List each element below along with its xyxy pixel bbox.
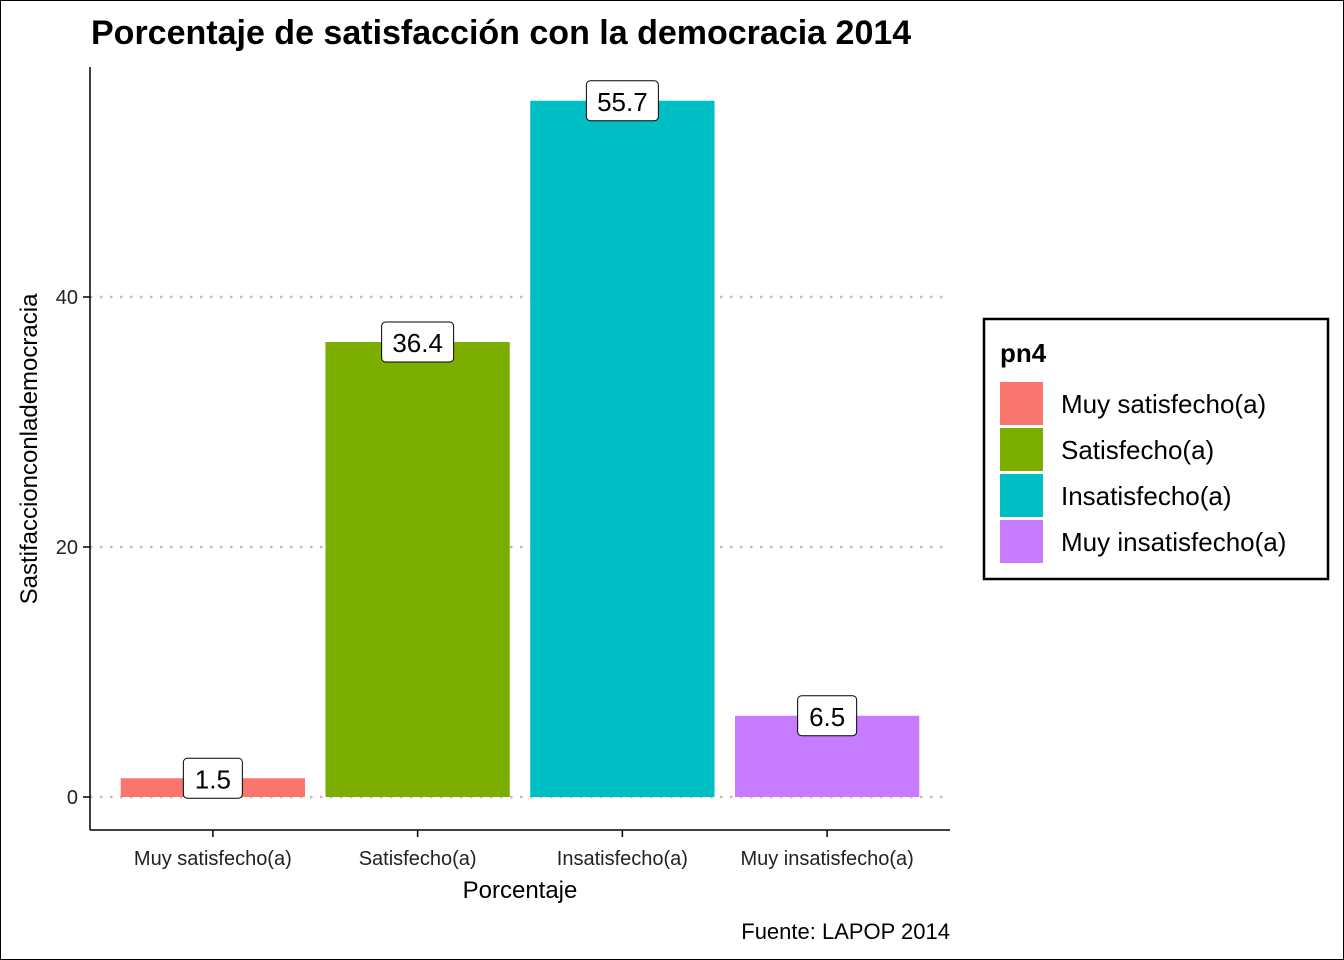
data-label: 36.4 [392,328,443,358]
x-tick-label: Insatisfecho(a) [557,848,688,870]
data-label-box [585,80,659,122]
legend-key [1000,382,1043,425]
x-axis-title: Porcentaje [463,877,578,904]
data-labels: 1.5 36.4 55.7 6.5 [182,80,858,799]
legend-label: Muy insatisfecho(a) [1061,527,1286,557]
y-tick-label: 0 [67,787,78,809]
legend-label: Satisfecho(a) [1061,435,1214,465]
chart-title: Porcentaje de satisfacción con la democr… [91,14,911,52]
x-ticks: Muy satisfecho(a) Satisfecho(a) Insatisfec… [134,830,914,870]
data-label: 1.5 [195,764,231,794]
legend-label: Insatisfecho(a) [1061,481,1232,511]
y-tick-label: 40 [56,287,78,309]
gridlines [90,295,950,799]
bar-satisfecho-a- [325,342,510,797]
legend-key [1000,474,1043,517]
x-tick-label: Muy satisfecho(a) [134,848,292,870]
y-ticks: 0 20 40 [56,287,90,809]
data-label-box [182,757,243,799]
legend-items: Muy satisfecho(a) Satisfecho(a) Insatisfec… [1000,382,1286,563]
legend-key [1000,520,1043,563]
data-label-box [797,695,858,737]
data-label: 55.7 [597,87,648,117]
caption: Fuente: LAPOP 2014 [741,919,950,944]
legend-key [1000,428,1043,471]
legend: pn4 Muy satisfecho(a) Satisfecho(a) Insati… [982,317,1330,581]
bars [120,100,920,797]
x-tick-label: Muy insatisfecho(a) [740,848,913,870]
legend-label: Muy satisfecho(a) [1061,389,1266,419]
data-label: 6.5 [809,702,845,732]
legend-title: pn4 [1000,338,1047,368]
x-tick-label: Satisfecho(a) [359,848,477,870]
data-label-box [381,321,455,363]
bar-insatisfecho-a- [530,100,715,797]
y-axis-title: Sastifaccionconlademocracia [16,293,43,604]
y-tick-label: 20 [56,537,78,559]
